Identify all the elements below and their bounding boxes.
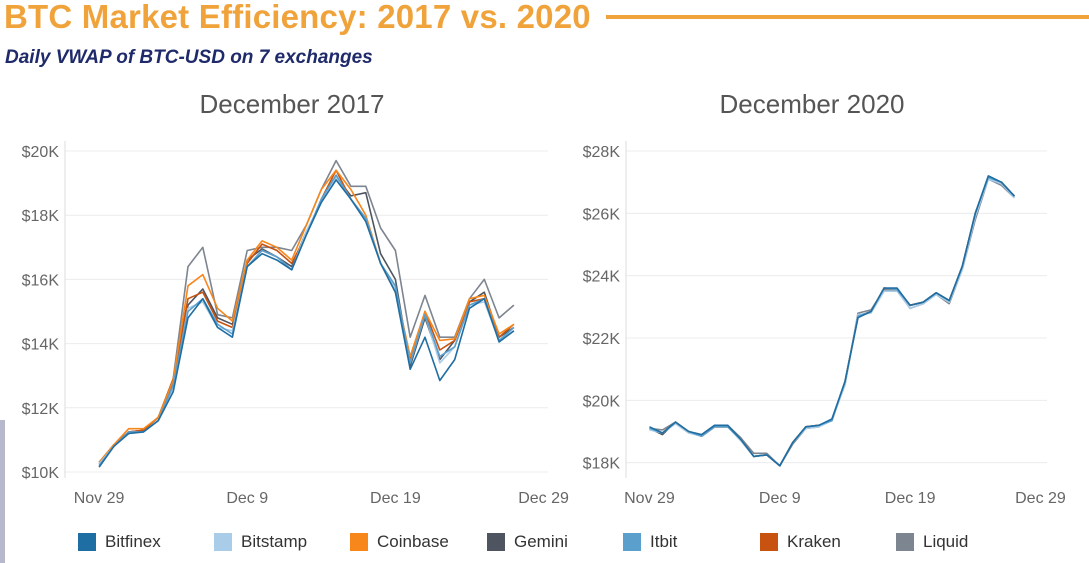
- legend-item-coinbase: Coinbase: [350, 531, 449, 553]
- series-line-bitfinex: [98, 179, 515, 468]
- y-tick-label: $14K: [22, 337, 60, 354]
- title-rule: [606, 15, 1089, 19]
- x-tick-label: Nov 29: [624, 490, 675, 507]
- page-subtitle: Daily VWAP of BTC-USD on 7 exchanges: [5, 47, 373, 68]
- series-line-itbit: [649, 176, 1015, 467]
- series-line-liquid: [98, 159, 515, 467]
- legend-item-bitstamp: Bitstamp: [214, 531, 307, 553]
- legend-label: Coinbase: [377, 532, 449, 551]
- left-edge-bar: [0, 420, 5, 563]
- legend-item-gemini: Gemini: [487, 531, 568, 553]
- legend-label: Gemini: [514, 532, 568, 551]
- y-tick-label: $20K: [583, 393, 621, 410]
- series-line-coinbase: [98, 169, 515, 463]
- legend-label: Bitfinex: [105, 532, 161, 551]
- y-tick-label: $16K: [22, 272, 60, 289]
- x-tick-label: Nov 29: [74, 490, 125, 507]
- series-line-kraken: [98, 169, 515, 465]
- y-tick-label: $18K: [583, 456, 621, 473]
- chart-title: December 2017: [200, 89, 385, 119]
- x-tick-label: Dec 9: [759, 490, 801, 507]
- legend-swatch: [487, 533, 505, 551]
- chart-panel-1: December 2017 $10K $12K $14K $16K $18K $20K Nov…: [22, 89, 569, 507]
- legend-swatch: [623, 533, 641, 551]
- series-line-coinbase: [649, 176, 1015, 467]
- legend-item-liquid: Liquid: [896, 531, 968, 553]
- legend-label: Bitstamp: [241, 532, 308, 551]
- y-tick-label: $20K: [22, 144, 60, 161]
- x-tick-label: Dec 9: [226, 490, 268, 507]
- y-tick-label: $28K: [583, 144, 621, 161]
- legend-swatch: [78, 533, 96, 551]
- y-tick-label: $24K: [583, 269, 621, 286]
- y-tick-label: $12K: [22, 401, 60, 418]
- chart-title: December 2020: [720, 89, 905, 119]
- x-tick-label: Dec 29: [518, 490, 569, 507]
- legend-label: Itbit: [650, 532, 678, 551]
- page-title: BTC Market Efficiency: 2017 vs. 2020: [4, 0, 591, 35]
- y-tick-label: $10K: [22, 465, 60, 482]
- chart-panel-2: December 2020 $18K $20K $22K $24K $26K $28K Nov…: [583, 89, 1066, 507]
- series-line-bitstamp: [98, 175, 515, 465]
- y-tick-label: $22K: [583, 331, 621, 348]
- y-tick-label: $26K: [583, 206, 621, 223]
- legend-label: Liquid: [923, 532, 969, 551]
- x-tick-label: Dec 19: [370, 490, 421, 507]
- series-line-kraken: [649, 176, 1015, 467]
- legend-swatch: [350, 533, 368, 551]
- legend-swatch: [214, 533, 232, 551]
- series-line-liquid: [649, 178, 1015, 467]
- legend-swatch: [896, 533, 914, 551]
- x-tick-label: Dec 19: [885, 490, 936, 507]
- series-line-bitfinex: [649, 175, 1015, 467]
- legend-item-bitfinex: Bitfinex: [78, 531, 161, 553]
- y-tick-label: $18K: [22, 208, 60, 225]
- legend-swatch: [760, 533, 778, 551]
- legend-label: Kraken: [787, 532, 841, 551]
- legend-item-itbit: Itbit: [623, 531, 677, 553]
- legend-item-kraken: Kraken: [760, 531, 841, 553]
- series-line-gemini: [649, 176, 1015, 467]
- x-tick-label: Dec 29: [1015, 490, 1066, 507]
- series-line-bitstamp: [649, 178, 1015, 467]
- series-line-itbit: [98, 174, 515, 467]
- series-line-gemini: [98, 175, 515, 463]
